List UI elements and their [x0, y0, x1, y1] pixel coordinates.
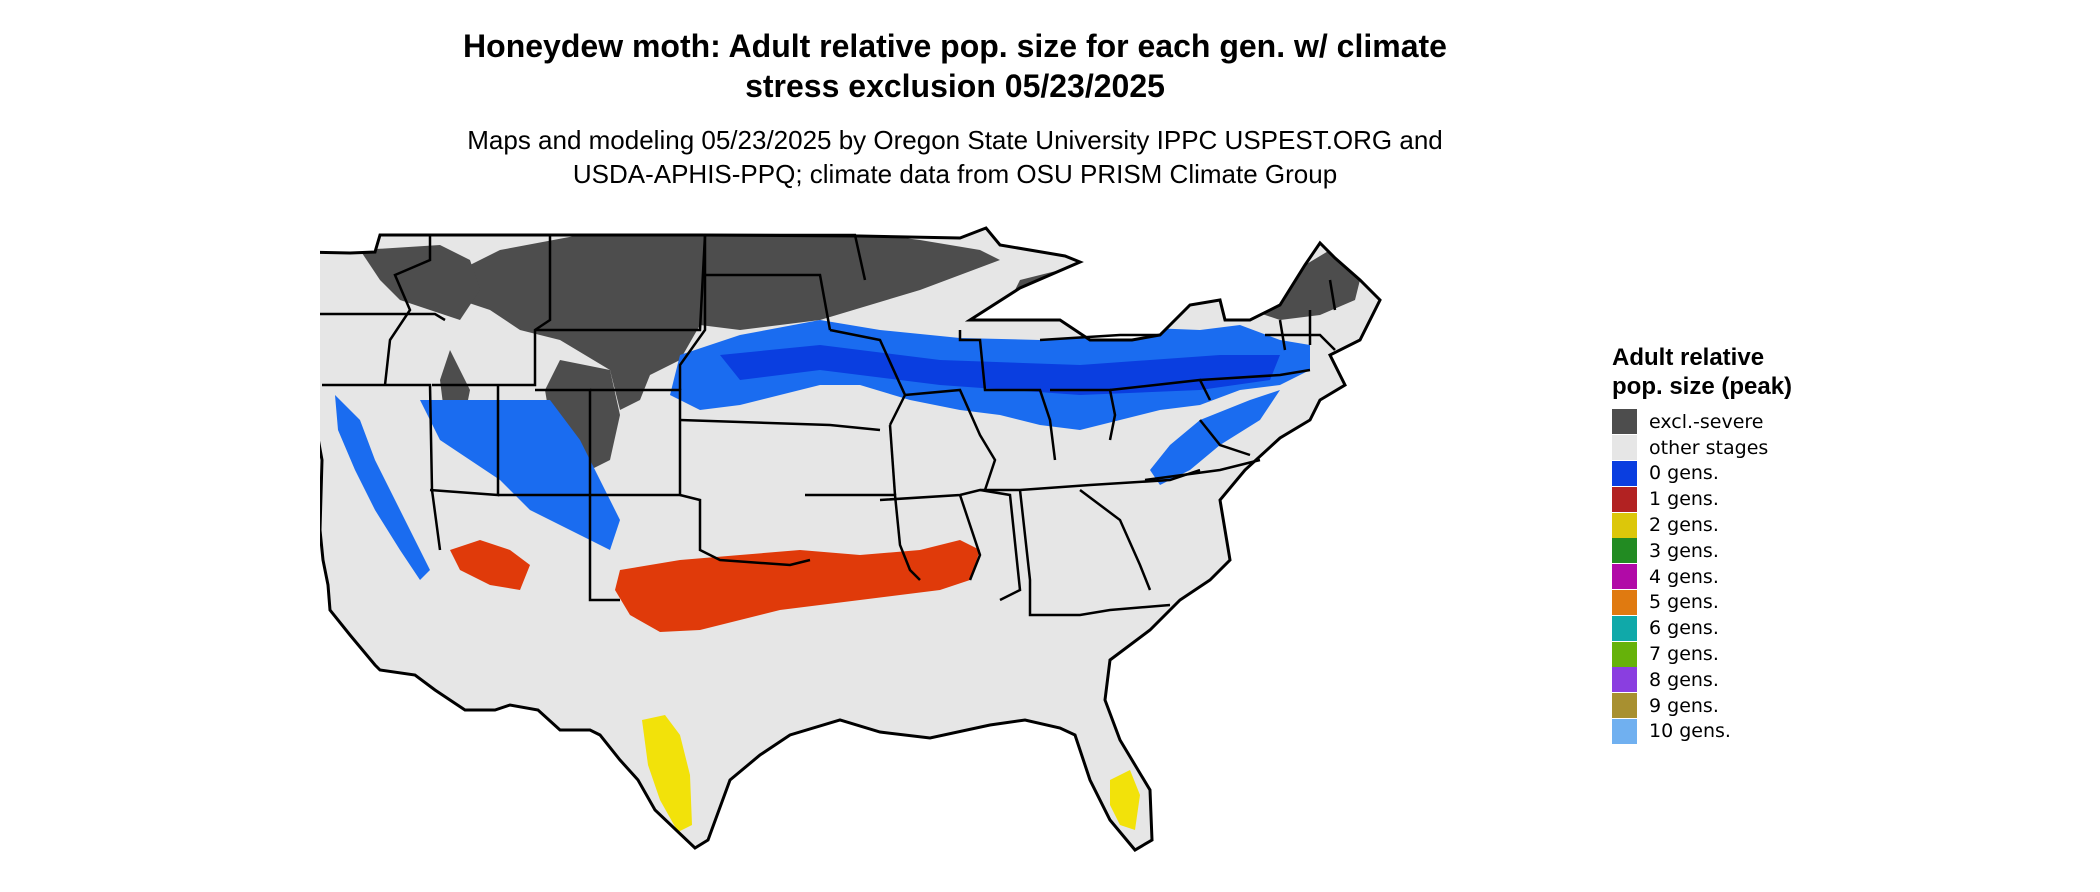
legend-swatch — [1612, 589, 1637, 615]
legend-item: 10 gens. — [1612, 718, 1812, 745]
legend-item: 0 gens. — [1612, 460, 1812, 487]
legend-swatch — [1612, 564, 1637, 590]
legend-swatch — [1612, 409, 1637, 435]
legend-swatch — [1612, 538, 1637, 564]
legend-swatch — [1612, 615, 1637, 641]
legend-swatch — [1612, 460, 1637, 486]
legend-swatch — [1612, 486, 1637, 512]
zone-1-gens-arizona — [450, 540, 530, 590]
legend-item: 5 gens. — [1612, 589, 1812, 616]
legend-label: 7 gens. — [1649, 643, 1719, 666]
legend-item: 9 gens. — [1612, 693, 1812, 719]
legend-label: 10 gens. — [1649, 720, 1731, 743]
legend-label: 0 gens. — [1649, 462, 1719, 485]
legend-label: 3 gens. — [1649, 539, 1719, 562]
legend-item: 3 gens. — [1612, 538, 1812, 564]
zone-2-gens-texas — [642, 715, 692, 832]
legend-swatch — [1612, 512, 1637, 538]
legend-label: 6 gens. — [1649, 617, 1719, 640]
legend-label: other stages — [1649, 436, 1769, 459]
map-title: Honeydew moth: Adult relative pop. size … — [340, 26, 1570, 106]
legend-item: excl.-severe — [1612, 409, 1812, 435]
state-borders — [320, 233, 1337, 617]
legend-list: excl.-severe other stages 0 gens. 1 gens. 2 … — [1612, 409, 1812, 744]
legend-item: 4 gens. — [1612, 564, 1812, 590]
title-line-1: Honeydew moth: Adult relative pop. size … — [463, 28, 1447, 64]
map-land — [320, 228, 1380, 850]
legend-item: 6 gens. — [1612, 615, 1812, 641]
zone-excl-northwest — [360, 245, 480, 320]
legend-item: 7 gens. — [1612, 641, 1812, 667]
legend-item: other stages — [1612, 435, 1812, 461]
legend-item: 2 gens. — [1612, 512, 1812, 538]
zone-excl-colorado — [545, 360, 620, 470]
subtitle-line-1: Maps and modeling 05/23/2025 by Oregon S… — [467, 125, 1443, 155]
legend-item: 8 gens. — [1612, 667, 1812, 693]
legend-label: 8 gens. — [1649, 668, 1719, 691]
legend-label: 2 gens. — [1649, 514, 1719, 537]
title-line-2: stress exclusion 05/23/2025 — [745, 68, 1165, 104]
legend-label: 5 gens. — [1649, 591, 1719, 614]
zone-0-gens-southwest — [420, 400, 620, 550]
legend-label: 9 gens. — [1649, 694, 1719, 717]
subtitle-line-2: USDA-APHIS-PPQ; climate data from OSU PR… — [572, 159, 1338, 189]
legend-swatch — [1612, 641, 1637, 667]
legend-label: excl.-severe — [1649, 410, 1764, 433]
legend-label: 1 gens. — [1649, 488, 1719, 511]
legend-title: Adult relative pop. size (peak) — [1612, 344, 1793, 400]
zone-2-gens-florida — [1110, 770, 1140, 830]
zone-0-gens-california — [335, 395, 430, 580]
legend: Adult relative pop. size (peak) excl.-se… — [1612, 343, 1812, 744]
legend-swatch — [1612, 435, 1637, 461]
zone-1-gens-south — [615, 540, 980, 632]
us-map — [320, 226, 1382, 852]
legend-swatch — [1612, 667, 1637, 693]
legend-item: 1 gens. — [1612, 486, 1812, 512]
legend-swatch — [1612, 718, 1637, 744]
legend-swatch — [1612, 693, 1637, 719]
zone-0-gens-core — [720, 345, 1280, 395]
legend-label: 4 gens. — [1649, 565, 1719, 588]
map-subtitle: Maps and modeling 05/23/2025 by Oregon S… — [340, 123, 1570, 191]
